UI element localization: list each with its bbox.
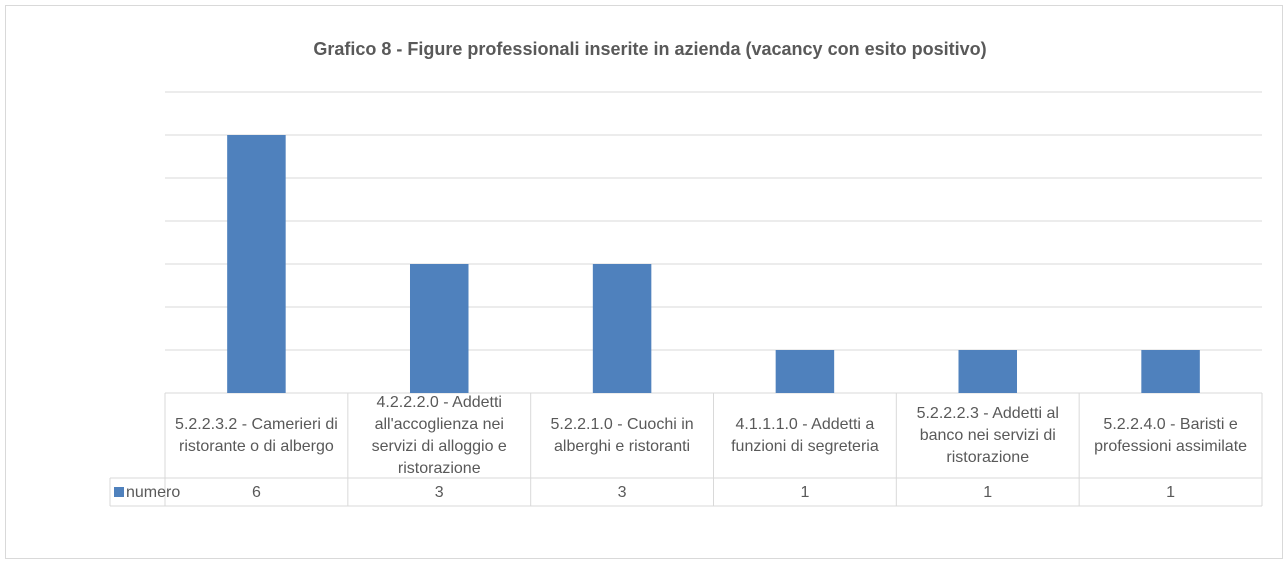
x-tick-label: 5.2.2.1.0 - Cuochi in alberghi e ristora… [550,415,694,455]
chart-title: Grafico 8 - Figure professionali inserit… [313,39,986,59]
x-tick-label: 4.2.2.2.0 - Addetti all'accoglienza nei … [371,393,507,477]
data-table-value: 1 [800,484,809,501]
bar [409,264,469,393]
legend-label: numero [126,484,180,501]
x-tick-label: 4.1.1.1.0 - Addetti a funzioni di segret… [731,415,879,455]
bar [227,135,286,393]
data-table-value: 3 [618,484,627,501]
data-table-value: 1 [983,484,992,501]
bar [958,350,1018,393]
x-tick-label: 5.2.2.3.2 - Camerieri di ristorante o di… [175,415,338,455]
bar [775,350,835,393]
x-tick-label: 5.2.2.2.3 - Addetti al banco nei servizi… [916,404,1059,466]
x-tick-label: 5.2.2.4.0 - Baristi e professioni assimi… [1094,415,1248,455]
legend-swatch [114,487,124,497]
data-table-value: 1 [1166,484,1175,501]
bar [1141,350,1200,393]
bar [592,264,652,393]
data-table-value: 6 [252,484,261,501]
data-table-value: 3 [435,484,444,501]
